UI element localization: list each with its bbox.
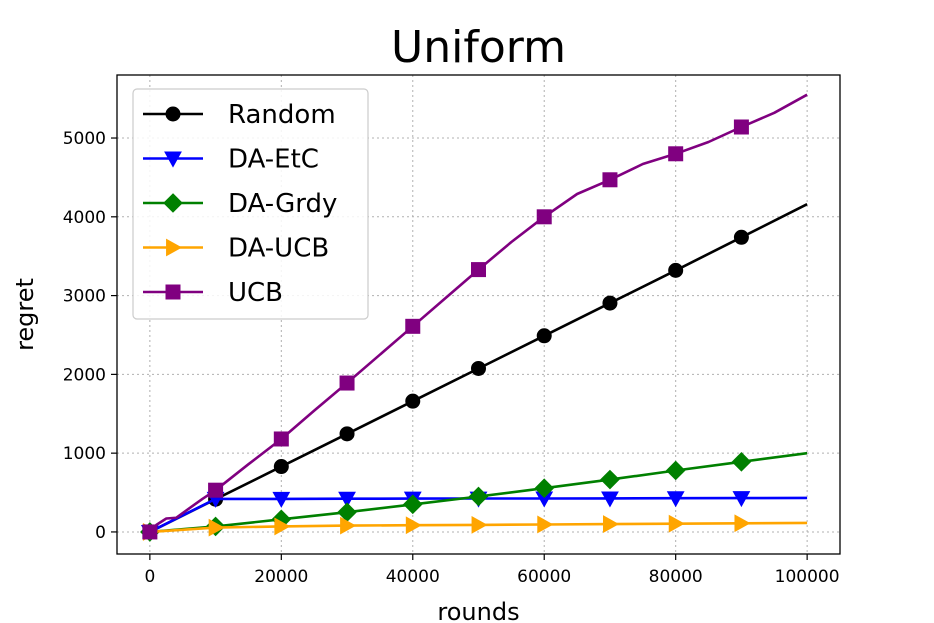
data-point-ucb xyxy=(536,209,552,225)
data-point-ucb xyxy=(471,262,486,278)
data-point-da-etc xyxy=(601,491,619,508)
data-point-da-ucb xyxy=(668,514,685,533)
axis-ticks: 0 20000 40000 60000 80000 100000 0 1000 2000 3000… xyxy=(63,129,840,587)
data-point-ucb xyxy=(733,119,749,135)
legend-box xyxy=(132,88,369,320)
data-point-da-grdy xyxy=(600,469,620,490)
legend-item-da-etc: DA-EtC xyxy=(143,145,319,175)
y-tick-label: 0 xyxy=(95,523,106,543)
data-point-random xyxy=(405,393,421,409)
data-point-da-ucb xyxy=(274,517,291,536)
data-point-random xyxy=(471,360,486,376)
data-point-ucb xyxy=(602,172,618,188)
legend-label: DA-Grdy xyxy=(228,189,337,219)
x-tick-label: 80000 xyxy=(649,567,703,587)
data-point-da-grdy xyxy=(402,494,423,515)
legend-marker xyxy=(166,238,183,257)
data-point-da-ucb xyxy=(603,515,620,533)
data-point-random xyxy=(339,426,355,442)
series-layer xyxy=(140,93,808,542)
data-point-da-ucb xyxy=(734,514,751,533)
data-point-da-etc xyxy=(666,491,685,508)
x-tick-label: 100000 xyxy=(775,567,840,587)
legend-item-ucb: UCB xyxy=(143,278,283,308)
x-tick-label: 60000 xyxy=(517,567,571,587)
y-tick-label: 1000 xyxy=(63,444,106,464)
data-point-da-grdy xyxy=(731,452,752,472)
series-ucb xyxy=(142,93,808,540)
data-point-random xyxy=(273,459,289,475)
y-tick-label: 4000 xyxy=(63,208,106,228)
data-point-da-ucb xyxy=(340,516,357,535)
x-tick-label: 20000 xyxy=(254,567,308,587)
plot-frame xyxy=(116,74,841,555)
data-point-da-etc xyxy=(272,491,291,508)
x-tick-label: 40000 xyxy=(386,567,440,587)
data-point-da-grdy xyxy=(534,478,555,499)
data-point-da-grdy xyxy=(665,460,686,481)
y-tick-label: 2000 xyxy=(63,365,106,385)
legend-item-da-grdy: DA-Grdy xyxy=(143,189,337,219)
data-point-da-etc xyxy=(338,491,356,508)
data-point-random xyxy=(602,295,618,311)
legend-marker xyxy=(165,284,181,300)
legend-marker xyxy=(165,106,181,122)
y-tick-label: 5000 xyxy=(63,129,106,149)
legend-item-random: Random xyxy=(143,100,336,130)
data-point-random xyxy=(733,229,749,245)
data-point-random xyxy=(536,328,552,344)
data-point-random xyxy=(668,262,684,278)
legend: Random DA-EtC DA-Grdy DA-UCB UCB xyxy=(132,88,369,320)
data-point-da-etc xyxy=(732,491,751,508)
y-tick-label: 3000 xyxy=(63,287,106,307)
x-tick-label: 0 xyxy=(144,567,155,587)
legend-marker xyxy=(163,193,183,213)
chart-title: Uniform xyxy=(391,22,566,73)
y-axis-title: regret xyxy=(11,278,39,351)
legend-marker xyxy=(164,151,182,168)
series-da-ucb xyxy=(142,514,808,541)
legend-label: Random xyxy=(228,100,336,130)
data-point-da-ucb xyxy=(208,518,225,537)
data-point-da-ucb xyxy=(405,516,422,535)
legend-label: UCB xyxy=(228,278,283,308)
data-point-ucb xyxy=(142,524,158,540)
data-point-ucb xyxy=(339,375,355,391)
legend-item-da-ucb: DA-UCB xyxy=(143,234,329,264)
x-axis-title: rounds xyxy=(437,598,519,623)
data-point-ucb xyxy=(405,318,421,334)
data-point-ucb xyxy=(208,482,224,498)
data-point-ucb xyxy=(273,431,289,447)
legend-label: DA-EtC xyxy=(228,145,319,175)
legend-label: DA-UCB xyxy=(228,234,329,264)
data-point-da-ucb xyxy=(471,515,488,534)
data-point-da-ucb xyxy=(537,515,554,534)
data-point-ucb xyxy=(668,146,684,162)
data-point-da-grdy xyxy=(468,486,489,507)
